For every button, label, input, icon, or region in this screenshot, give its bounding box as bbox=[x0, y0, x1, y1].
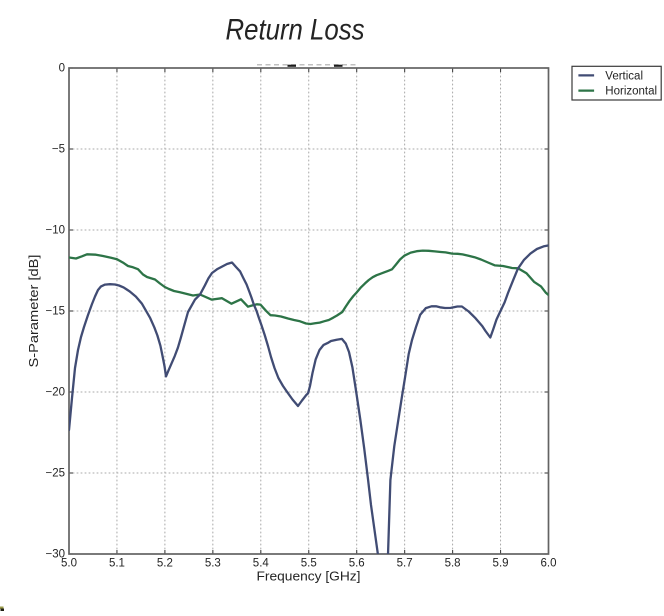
svg-text:5.7: 5.7 bbox=[397, 558, 413, 570]
svg-text:5.9: 5.9 bbox=[493, 558, 509, 570]
svg-text:5.6: 5.6 bbox=[349, 558, 365, 570]
svg-text:−25: −25 bbox=[45, 467, 65, 479]
svg-text:Frequency [GHz]: Frequency [GHz] bbox=[257, 569, 361, 584]
svg-text:−10: −10 bbox=[45, 224, 65, 236]
svg-text:5.4: 5.4 bbox=[253, 558, 270, 570]
svg-text:−15: −15 bbox=[45, 305, 65, 317]
svg-text:5.8: 5.8 bbox=[445, 558, 461, 570]
svg-text:6.0: 6.0 bbox=[541, 558, 557, 570]
svg-text:5.0: 5.0 bbox=[61, 558, 77, 570]
svg-text:0: 0 bbox=[59, 62, 65, 74]
svg-text:−20: −20 bbox=[45, 386, 65, 398]
svg-text:5.1: 5.1 bbox=[109, 558, 125, 570]
svg-text:5.5: 5.5 bbox=[301, 558, 317, 570]
svg-text:5.3: 5.3 bbox=[205, 558, 221, 570]
svg-text:S-Parameter [dB]: S-Parameter [dB] bbox=[27, 255, 41, 368]
svg-text:5.2: 5.2 bbox=[157, 558, 173, 570]
svg-text:Vertical: Vertical bbox=[605, 70, 643, 82]
svg-text:Horizontal: Horizontal bbox=[605, 86, 657, 98]
svg-text:Return Loss: Return Loss bbox=[226, 14, 365, 47]
svg-text:−5: −5 bbox=[52, 143, 65, 155]
svg-text:−30: −30 bbox=[45, 548, 65, 560]
